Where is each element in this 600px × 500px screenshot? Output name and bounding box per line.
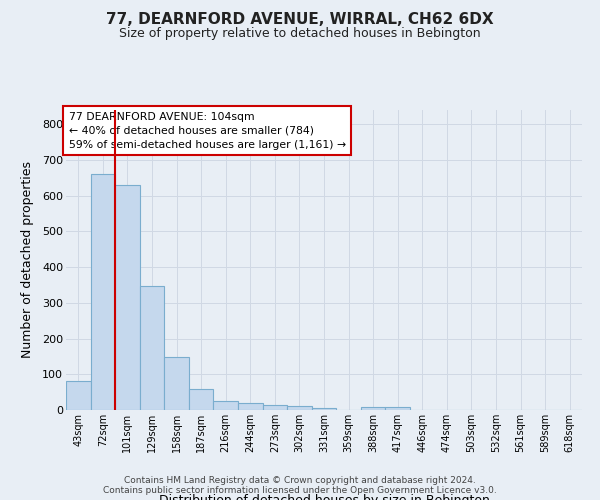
- Text: Contains HM Land Registry data © Crown copyright and database right 2024.: Contains HM Land Registry data © Crown c…: [124, 476, 476, 485]
- Text: Contains public sector information licensed under the Open Government Licence v3: Contains public sector information licen…: [103, 486, 497, 495]
- Bar: [164, 357, 189, 410]
- Bar: [287, 406, 312, 410]
- X-axis label: Distribution of detached houses by size in Bebington: Distribution of detached houses by size …: [158, 494, 490, 500]
- Bar: [312, 408, 336, 410]
- Bar: [361, 407, 385, 410]
- Y-axis label: Number of detached properties: Number of detached properties: [21, 162, 34, 358]
- Bar: [238, 403, 263, 410]
- Bar: [214, 401, 238, 410]
- Text: Size of property relative to detached houses in Bebington: Size of property relative to detached ho…: [119, 28, 481, 40]
- Text: 77, DEARNFORD AVENUE, WIRRAL, CH62 6DX: 77, DEARNFORD AVENUE, WIRRAL, CH62 6DX: [106, 12, 494, 28]
- Bar: [263, 404, 287, 410]
- Bar: [115, 185, 140, 410]
- Bar: [91, 174, 115, 410]
- Bar: [189, 390, 214, 410]
- Bar: [385, 407, 410, 410]
- Bar: [66, 380, 91, 410]
- Text: 77 DEARNFORD AVENUE: 104sqm
← 40% of detached houses are smaller (784)
59% of se: 77 DEARNFORD AVENUE: 104sqm ← 40% of det…: [68, 112, 346, 150]
- Bar: [140, 286, 164, 410]
